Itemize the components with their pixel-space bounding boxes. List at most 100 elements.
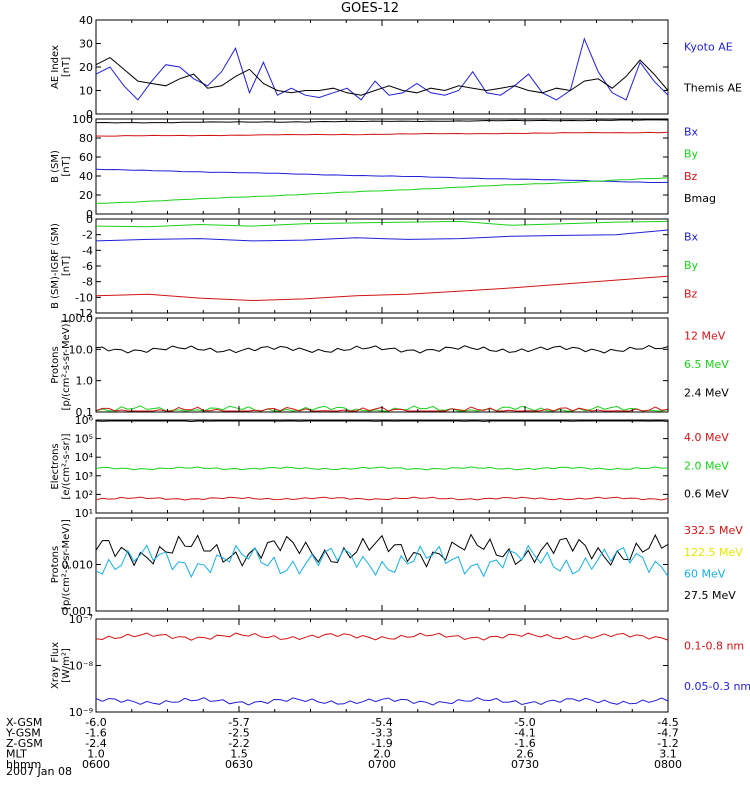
ephemeris-value: 1.0: [87, 748, 105, 761]
y-tick-label: 10⁻⁷: [69, 613, 93, 626]
ephemeris-table: X-GSMY-GSMZ-GSMMLThhmm-6.0-1.6-2.41.0060…: [5, 716, 682, 771]
legend-entry: 0.1-0.8 nm: [684, 639, 744, 652]
ephemeris-value: 0600: [82, 758, 110, 771]
y-tick-label: 10: [79, 85, 93, 98]
y-tick-label: 80: [79, 132, 93, 145]
y-tick-label: 10.0: [69, 343, 94, 356]
legend-entry: 122.5 MeV: [684, 546, 743, 559]
y-tick-label: 10³: [75, 470, 93, 483]
ephemeris-value: -2.5: [228, 727, 249, 740]
y-axis-label: [p/(cm²-s-sr-MeV)]: [61, 319, 72, 410]
series-line: [95, 544, 669, 579]
ephemeris-value: -2.4: [85, 737, 106, 750]
legend-entry: Bz: [684, 170, 698, 183]
series-line: [96, 177, 669, 204]
ephemeris-value: 0730: [511, 758, 539, 771]
panel-frame: [95, 218, 669, 314]
legend-entry: Kyoto AE: [684, 41, 733, 54]
panel-frame: [95, 317, 669, 413]
y-tick-label: 10⁵: [75, 433, 93, 446]
legend-entry: 4.0 MeV: [684, 431, 729, 444]
legend-entry: 0.05-0.3 nm: [684, 680, 750, 693]
y-tick-label: 40: [79, 170, 93, 183]
legend-entry: 6.5 MeV: [684, 358, 729, 371]
y-tick-label: 10⁻⁸: [69, 660, 94, 673]
series-line: [95, 131, 669, 137]
y-tick-label: 10¹: [75, 507, 93, 520]
series-line: [95, 229, 669, 242]
panel-3: -12 -10 -8 -6 -4 -2 0 B (SM)-IGRF (SM) [nT] Bx By B…: [50, 213, 699, 320]
panel-5: 10¹ 10² 10³ 10⁴ 10⁵ 10⁶ Electrons [e/(cm²-s-sr)…: [50, 414, 729, 520]
legend-entry: Bx: [684, 230, 699, 243]
legend-entry: 60 MeV: [684, 567, 726, 580]
y-axis-label: [W/m²]: [61, 648, 72, 683]
legend-entry: 2.4 MeV: [684, 386, 729, 399]
y-axis-label: AE Index: [50, 45, 61, 89]
series-line: [95, 57, 669, 96]
y-tick-label: 20: [79, 189, 93, 202]
y-axis-label: B (SM)-IGRF (SM): [50, 223, 61, 309]
ephemeris-value: -5.4: [371, 716, 392, 729]
series-line: [95, 466, 669, 471]
legend-entry: 27.5 MeV: [684, 589, 736, 602]
legend-entry: Themis AE: [683, 82, 742, 95]
y-tick-label: 0: [86, 213, 93, 226]
y-tick-label: 10²: [75, 488, 93, 501]
y-tick-label: 100.0: [62, 312, 94, 325]
ephemeris-row-label: X-GSM: [6, 716, 42, 729]
ephemeris-row-label: Z-GSM: [6, 737, 43, 750]
series-line: [95, 533, 669, 568]
y-tick-label: 30: [79, 38, 93, 51]
y-axis-label: [e/(cm²-s-sr)]: [61, 433, 72, 499]
y-tick-label: -4: [82, 244, 93, 257]
series-line: [95, 345, 669, 354]
y-axis-label: Protons: [50, 346, 61, 383]
panel-2: 0 20 40 60 80 100 B (SM) [nT] Bx By Bz Bmag: [50, 113, 716, 221]
panel-frame: [95, 19, 669, 115]
y-tick-label: 0: [86, 208, 93, 221]
panel-7: 10⁻⁹ 10⁻⁸ 10⁻⁷ Xray Flux [W/m²] 0.1-0.8 nm 0.0…: [50, 613, 750, 719]
y-tick-label: 20: [79, 61, 93, 74]
y-tick-label: -10: [75, 291, 93, 304]
series-line: [95, 275, 669, 302]
y-tick-label: -6: [82, 260, 93, 273]
legend-entry: Bx: [684, 126, 699, 139]
ephemeris-value: 0700: [368, 758, 396, 771]
series-line: [95, 496, 669, 501]
y-axis-label: [nT]: [61, 156, 72, 176]
legend-entry: 332.5 MeV: [684, 524, 743, 537]
ephemeris-value: -4.5: [657, 716, 678, 729]
y-tick-label: 60: [79, 151, 93, 164]
series-line: [95, 697, 669, 706]
y-tick-label: -8: [82, 276, 93, 289]
ephemeris-value: -4.1: [514, 727, 535, 740]
ephemeris-value: 0800: [654, 758, 682, 771]
y-tick-label: 10⁶: [75, 414, 94, 427]
y-tick-label: -2: [82, 229, 93, 242]
series-line: [95, 37, 669, 101]
ephemeris-row-label: MLT: [6, 748, 27, 761]
y-axis-label: Protons: [50, 546, 61, 583]
ephemeris-value: -5.7: [228, 716, 249, 729]
ephemeris-value: 0630: [225, 758, 253, 771]
y-tick-label: -12: [75, 307, 93, 320]
ephemeris-value: -1.6: [85, 727, 106, 740]
legend-entry: 0.6 MeV: [684, 488, 729, 501]
ephemeris-value: 3.1: [659, 748, 677, 761]
ephemeris-value: -6.0: [85, 716, 106, 729]
panel-frame: [95, 618, 669, 713]
y-axis-label: [nT]: [61, 256, 72, 276]
ephemeris-value: -5.0: [514, 716, 535, 729]
y-tick-label: 40: [79, 14, 93, 27]
y-axis-label: Electrons: [50, 443, 61, 489]
legend-entry: 2.0 MeV: [684, 459, 729, 472]
panel-4: 0.1 1.0 10.0 100.0 Protons [p/(cm²-s-sr-MeV)]…: [50, 312, 729, 419]
ephemeris-value: -2.2: [228, 737, 249, 750]
y-axis-label: Xray Flux: [50, 642, 61, 689]
ephemeris-value: -1.6: [514, 737, 535, 750]
legend-entry: By: [684, 259, 699, 272]
y-tick-label: 0: [86, 108, 93, 121]
ephemeris-value: 2.6: [516, 748, 534, 761]
ephemeris-value: -3.3: [371, 727, 392, 740]
